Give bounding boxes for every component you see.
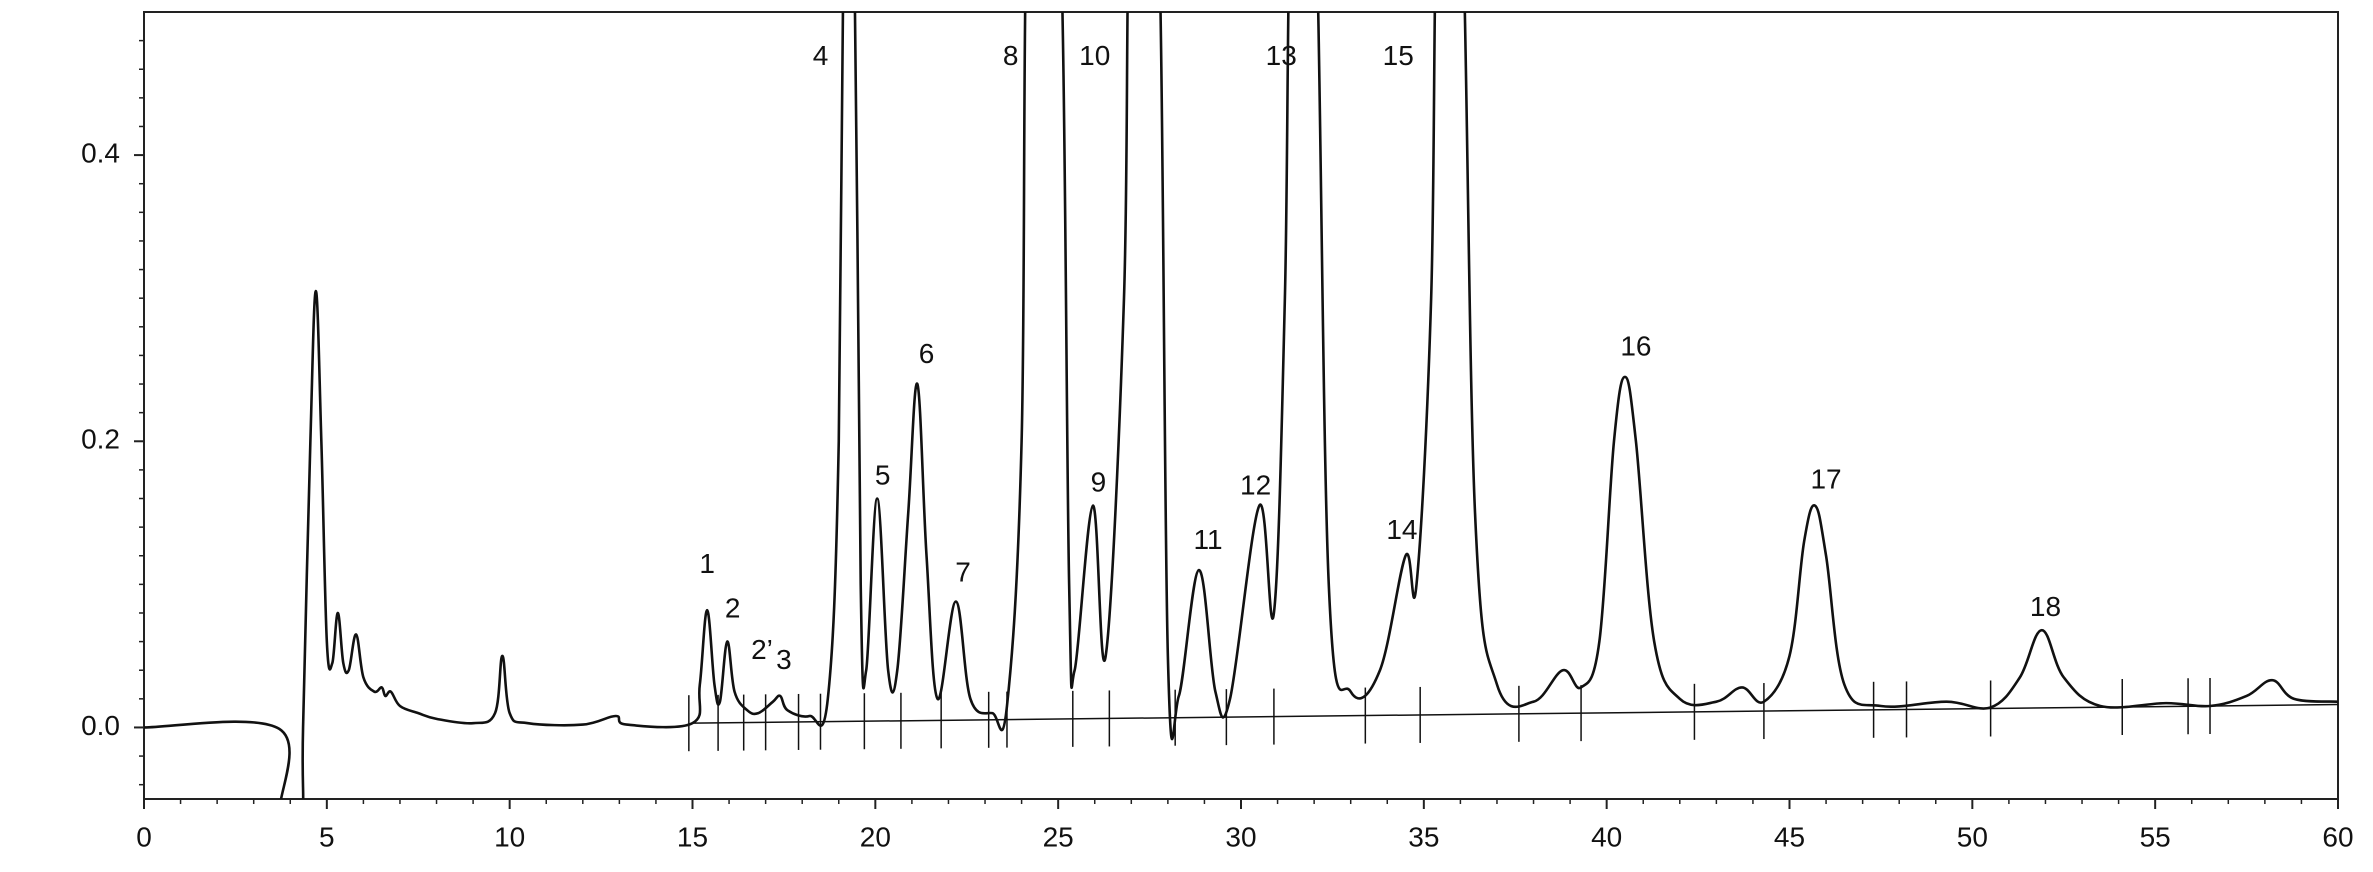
peak-label: 14 xyxy=(1386,514,1417,545)
y-tick-label: 0.0 xyxy=(81,710,120,741)
peak-label: 18 xyxy=(2030,591,2061,622)
x-tick-label: 30 xyxy=(1225,821,1256,852)
x-tick-label: 0 xyxy=(136,821,152,852)
peak-label: 5 xyxy=(875,459,891,490)
integration-baseline xyxy=(692,703,2338,724)
plot-frame xyxy=(143,11,2339,800)
peak-label: 7 xyxy=(955,557,971,588)
y-tick-label: 0.2 xyxy=(81,424,120,455)
x-tick-label: 20 xyxy=(860,821,891,852)
x-tick-label: 50 xyxy=(1957,821,1988,852)
peak-label: 15 xyxy=(1383,40,1414,71)
peak-label: 8 xyxy=(1003,40,1019,71)
x-tick-label: 55 xyxy=(2140,821,2171,852)
chromatogram-trace xyxy=(144,12,2338,799)
y-tick-label: 0.4 xyxy=(81,137,120,168)
x-tick-label: 25 xyxy=(1043,821,1074,852)
x-tick-label: 45 xyxy=(1774,821,1805,852)
peak-label: 10 xyxy=(1079,40,1110,71)
peak-label: 17 xyxy=(1810,464,1841,495)
peak-label: 9 xyxy=(1091,467,1107,498)
x-tick-label: 15 xyxy=(677,821,708,852)
x-tick-label: 10 xyxy=(494,821,525,852)
peak-label: 1 xyxy=(699,548,715,579)
peak-label: 11 xyxy=(1194,524,1223,555)
x-tick-label: 5 xyxy=(319,821,335,852)
peak-label: 16 xyxy=(1620,331,1651,362)
peak-label: 2’ xyxy=(751,634,773,665)
peak-label: 12 xyxy=(1240,469,1271,500)
peak-label: 2 xyxy=(725,593,741,624)
x-tick-label: 40 xyxy=(1591,821,1622,852)
peak-label: 4 xyxy=(813,40,829,71)
x-tick-label: 60 xyxy=(2322,821,2353,852)
peak-label: 6 xyxy=(919,338,935,369)
peak-label: 3 xyxy=(776,644,792,675)
x-tick-label: 35 xyxy=(1408,821,1439,852)
peak-label: 13 xyxy=(1266,40,1297,71)
